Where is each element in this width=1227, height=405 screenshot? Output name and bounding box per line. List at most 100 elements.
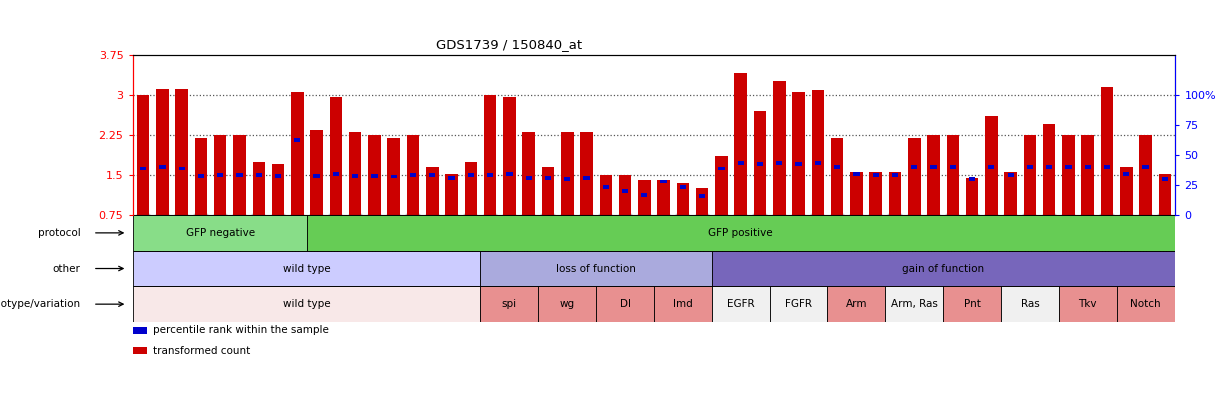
Text: wg: wg: [560, 299, 574, 309]
Bar: [654, 286, 712, 322]
Text: EGFR: EGFR: [726, 299, 755, 309]
Text: GFP positive: GFP positive: [708, 228, 773, 238]
Bar: [310, 130, 323, 215]
Bar: [275, 174, 281, 178]
Bar: [156, 90, 168, 215]
Bar: [272, 164, 285, 215]
Bar: [793, 92, 805, 215]
Bar: [1007, 173, 1014, 177]
Bar: [426, 167, 438, 215]
Bar: [676, 183, 690, 215]
Bar: [175, 90, 188, 215]
Bar: [523, 132, 535, 215]
Bar: [712, 286, 769, 322]
Bar: [622, 189, 628, 193]
Bar: [233, 135, 245, 215]
Bar: [660, 179, 666, 183]
Bar: [718, 167, 725, 171]
Bar: [888, 172, 902, 215]
Bar: [831, 138, 843, 215]
Bar: [712, 251, 1174, 286]
Bar: [333, 172, 339, 176]
Bar: [1158, 174, 1171, 215]
Text: loss of function: loss of function: [556, 264, 636, 273]
Bar: [390, 175, 396, 179]
Bar: [1162, 177, 1168, 181]
Bar: [372, 174, 378, 178]
Bar: [850, 172, 863, 215]
Bar: [352, 174, 358, 178]
Text: genotype/variation: genotype/variation: [0, 299, 80, 309]
Bar: [307, 215, 1174, 251]
Text: FGFR: FGFR: [785, 299, 812, 309]
Bar: [618, 175, 632, 215]
Bar: [872, 173, 879, 177]
Bar: [487, 173, 493, 177]
Bar: [638, 180, 650, 215]
Bar: [253, 162, 265, 215]
Bar: [561, 132, 573, 215]
Bar: [1142, 165, 1148, 169]
Bar: [737, 161, 744, 165]
Bar: [715, 156, 728, 215]
Bar: [545, 176, 551, 179]
Bar: [944, 286, 1001, 322]
Bar: [1104, 165, 1110, 169]
Bar: [330, 98, 342, 215]
Bar: [388, 138, 400, 215]
Bar: [255, 173, 261, 177]
Bar: [445, 174, 458, 215]
Bar: [1123, 172, 1129, 176]
Bar: [217, 173, 223, 177]
Bar: [658, 180, 670, 215]
Text: gain of function: gain of function: [902, 264, 984, 273]
Bar: [1120, 167, 1133, 215]
Bar: [481, 286, 539, 322]
Bar: [1043, 124, 1055, 215]
Bar: [773, 81, 785, 215]
Text: Ras: Ras: [1021, 299, 1039, 309]
Bar: [294, 139, 301, 142]
Bar: [811, 90, 825, 215]
Text: GDS1739 / 150840_at: GDS1739 / 150840_at: [436, 38, 583, 51]
Bar: [753, 111, 767, 215]
Bar: [1117, 286, 1174, 322]
Bar: [1101, 87, 1113, 215]
Bar: [198, 174, 204, 178]
Bar: [137, 95, 150, 215]
Bar: [525, 176, 531, 179]
Bar: [1005, 172, 1017, 215]
Bar: [481, 251, 712, 286]
Bar: [946, 135, 960, 215]
Bar: [503, 98, 515, 215]
Text: Arm, Ras: Arm, Ras: [891, 299, 937, 309]
Bar: [213, 135, 227, 215]
Bar: [429, 173, 436, 177]
Bar: [291, 92, 303, 215]
Text: Notch: Notch: [1130, 299, 1161, 309]
Text: Imd: Imd: [674, 299, 693, 309]
Bar: [564, 177, 571, 181]
Bar: [583, 176, 590, 179]
Bar: [134, 215, 307, 251]
Bar: [596, 286, 654, 322]
Bar: [1065, 165, 1071, 169]
Bar: [827, 286, 886, 322]
Bar: [930, 165, 936, 169]
Bar: [1059, 286, 1117, 322]
Bar: [769, 286, 827, 322]
Bar: [410, 173, 416, 177]
Bar: [134, 286, 481, 322]
Bar: [853, 172, 860, 176]
Bar: [699, 194, 706, 198]
Bar: [892, 173, 898, 177]
Text: GFP negative: GFP negative: [185, 228, 255, 238]
Bar: [642, 194, 648, 197]
Bar: [966, 178, 978, 215]
Text: transformed count: transformed count: [153, 346, 250, 356]
Text: Pnt: Pnt: [963, 299, 980, 309]
Bar: [928, 135, 940, 215]
Bar: [985, 116, 998, 215]
Bar: [870, 172, 882, 215]
Bar: [795, 162, 801, 166]
